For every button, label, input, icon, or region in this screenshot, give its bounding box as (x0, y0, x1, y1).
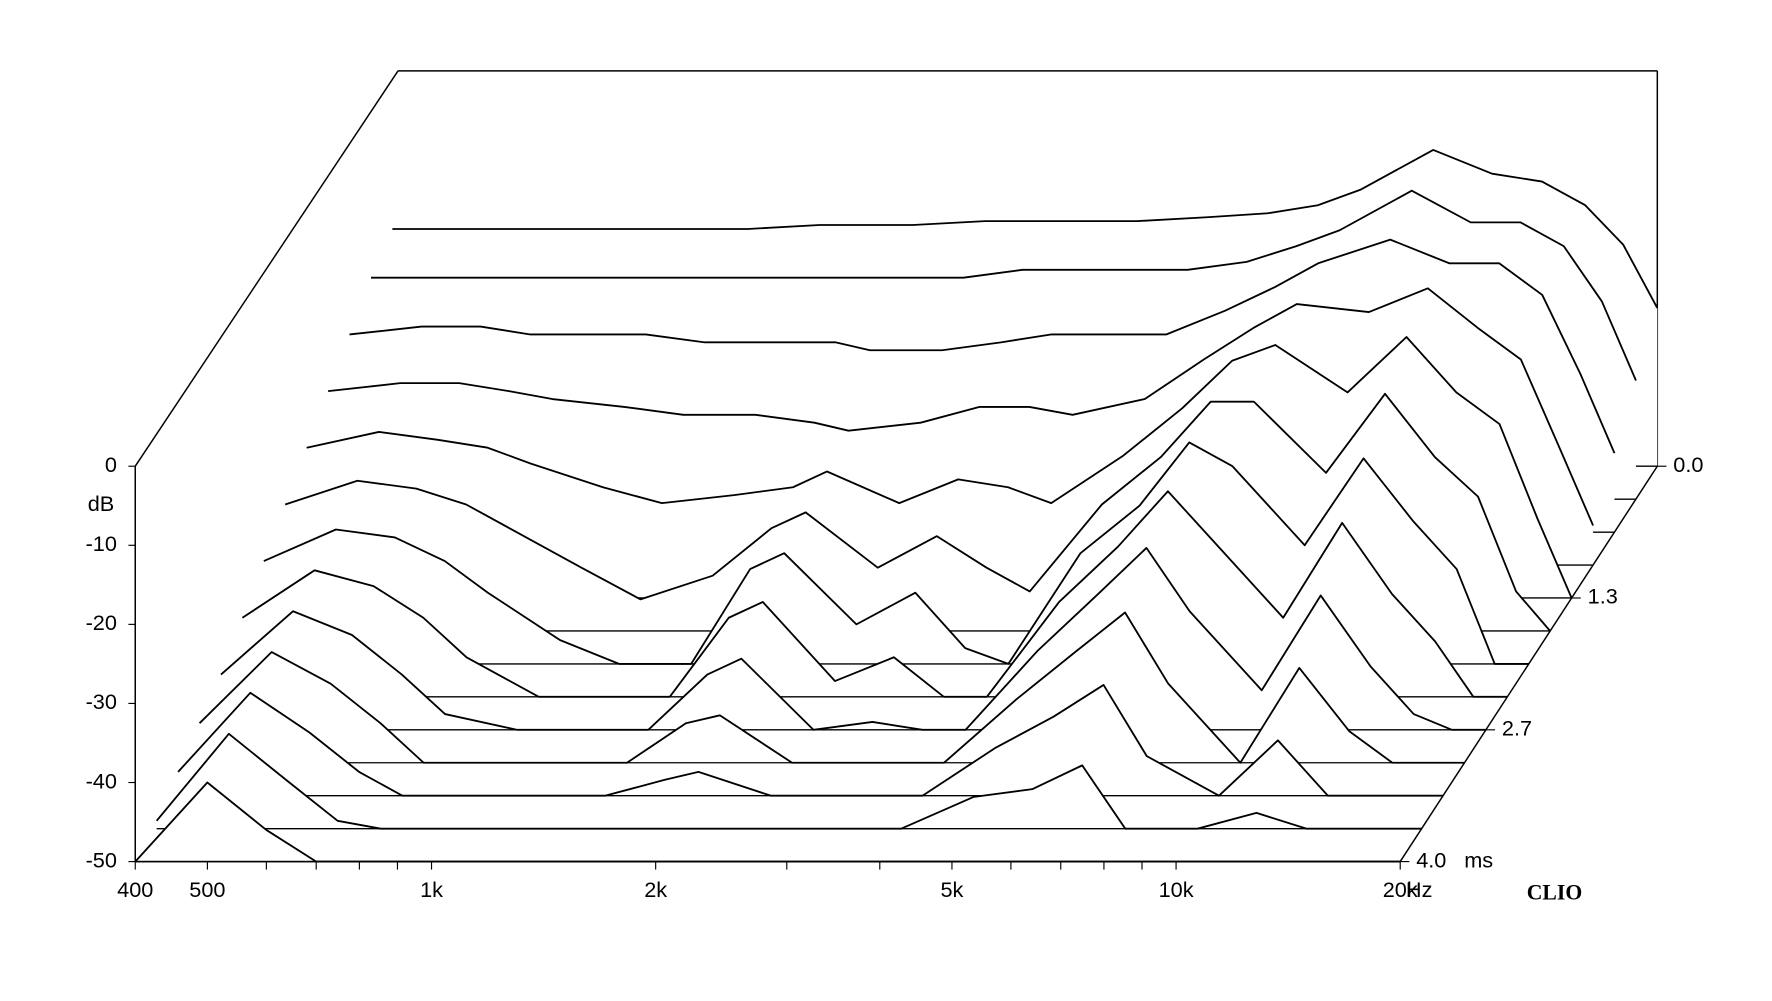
slice-fill (156, 733, 1422, 829)
slice-curve (177, 684, 1444, 797)
slice-curve (328, 287, 1594, 526)
slice-fill (199, 612, 1465, 763)
x-tick-label: 20k (1383, 877, 1418, 902)
y-tick-label: 0 (105, 452, 117, 477)
z-tick-label: 2.7 (1502, 716, 1532, 741)
z-tick-label: 0.0 (1673, 452, 1703, 477)
x-tick-label: 2k (644, 877, 667, 902)
y-tick-label: -40 (86, 768, 117, 793)
slice-curve (370, 189, 1637, 381)
slice-curve (349, 238, 1616, 454)
x-tick-label: 500 (189, 877, 225, 902)
slice-fill (135, 782, 1401, 862)
x-unit: Hz (1406, 877, 1433, 902)
slice-curve (306, 336, 1573, 599)
slice-fill (178, 684, 1444, 796)
slices (134, 149, 1659, 863)
x-tick-label: 10k (1159, 877, 1194, 902)
z-tick-label: 4.0 (1416, 847, 1446, 872)
y-tick-label: -30 (86, 689, 117, 714)
x-tick-label: 400 (117, 877, 153, 902)
y-tick-label: -20 (86, 610, 117, 635)
y-tick-label: -50 (86, 847, 117, 872)
slice-curve (284, 392, 1551, 632)
watermark: CLIO (1527, 881, 1582, 905)
z-unit: ms (1464, 847, 1493, 872)
y-tick-label: -10 (86, 531, 117, 556)
slice-curve (263, 441, 1529, 665)
slice-curve (220, 547, 1486, 731)
slice-curve (241, 490, 1508, 698)
slice-curve (392, 149, 1659, 309)
frame-edge (134, 70, 399, 467)
slice-curve (155, 732, 1422, 830)
slice-curve (198, 611, 1465, 764)
y-axis-label: dB (88, 491, 115, 516)
z-tick-label: 1.3 (1588, 584, 1618, 609)
x-tick-label: 5k (940, 877, 963, 902)
x-tick-label: 1k (420, 877, 443, 902)
z-axis (1399, 465, 1658, 862)
